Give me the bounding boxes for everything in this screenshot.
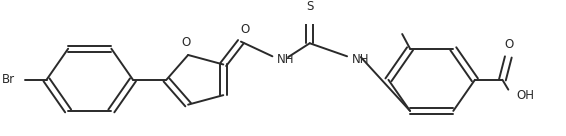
Text: NH: NH (277, 53, 295, 66)
Text: O: O (505, 38, 514, 51)
Text: S: S (306, 0, 314, 13)
Text: OH: OH (516, 89, 534, 102)
Text: Br: Br (2, 73, 15, 86)
Text: O: O (240, 23, 250, 36)
Text: NH: NH (352, 53, 370, 66)
Text: O: O (182, 36, 191, 49)
